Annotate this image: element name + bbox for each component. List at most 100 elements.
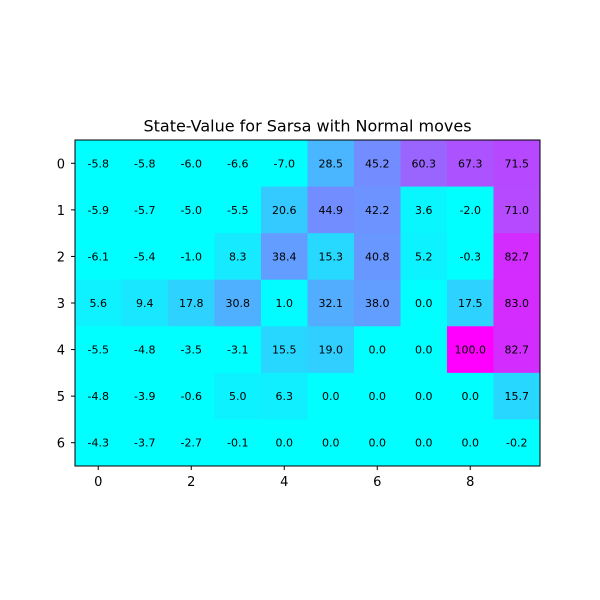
heatmap-cell (493, 233, 541, 281)
heatmap-cell (354, 419, 401, 467)
y-tick-label: 2 (57, 250, 65, 265)
heatmap-cell (75, 326, 122, 374)
cell-value-label: 15.5 (272, 344, 297, 357)
cell-value-label: 82.7 (505, 344, 530, 357)
y-tick-label: 5 (57, 390, 65, 405)
cell-value-label: -4.8 (134, 344, 155, 357)
x-tick-label: 6 (373, 475, 381, 490)
heatmap-cell (168, 372, 215, 420)
heatmap-cell (121, 419, 169, 467)
heatmap-cell (121, 186, 169, 234)
cell-value-label: 6.3 (276, 390, 294, 403)
cell-value-label: 3.6 (415, 204, 433, 217)
heatmap-cell (75, 186, 122, 234)
heatmap-cell (261, 326, 308, 374)
heatmap-cell (168, 140, 215, 188)
x-tick-label: 4 (280, 475, 288, 490)
cell-value-label: -3.1 (227, 344, 248, 357)
cell-value-label: 28.5 (319, 157, 344, 170)
heatmap-cell (214, 233, 262, 281)
cell-value-label: 60.3 (412, 157, 437, 170)
cell-value-label: 38.0 (365, 297, 390, 310)
cell-value-label: -5.7 (134, 204, 155, 217)
cell-value-label: 82.7 (505, 250, 530, 263)
cell-value-label: -7.0 (274, 157, 295, 170)
heatmap-cell (168, 279, 215, 327)
heatmap-cell (400, 419, 448, 467)
cell-value-label: -5.5 (88, 344, 109, 357)
cell-value-label: 15.3 (319, 250, 344, 263)
x-tick-label: 0 (94, 475, 102, 490)
cell-value-label: -4.8 (88, 390, 109, 403)
cell-value-label: 0.0 (369, 344, 387, 357)
heatmap-cell (307, 233, 355, 281)
cell-value-label: -0.6 (181, 390, 202, 403)
heatmap-cell (214, 419, 262, 467)
heatmap-cell (354, 326, 401, 374)
cell-value-label: 40.8 (365, 250, 390, 263)
heatmap-cell (121, 326, 169, 374)
cell-value-label: 38.4 (272, 250, 297, 263)
heatmap-cell (354, 279, 401, 327)
heatmap-cell (307, 186, 355, 234)
heatmap-cell (447, 186, 494, 234)
heatmap-cell (75, 140, 122, 188)
heatmap-cell (214, 372, 262, 420)
heatmap-cell (261, 279, 308, 327)
heatmap-cell (400, 326, 448, 374)
cell-value-label: -0.2 (506, 437, 527, 450)
cell-value-label: 30.8 (226, 297, 251, 310)
cell-value-label: -6.0 (181, 157, 202, 170)
heatmap-cell (121, 279, 169, 327)
heatmap-cell (493, 279, 541, 327)
heatmap-cell (400, 279, 448, 327)
heatmap-cell (447, 372, 494, 420)
heatmap-cell (307, 419, 355, 467)
heatmap-cell (400, 186, 448, 234)
heatmap-cell (354, 372, 401, 420)
cell-value-label: 32.1 (319, 297, 344, 310)
heatmap-cell (261, 233, 308, 281)
cell-value-label: 67.3 (458, 157, 483, 170)
heatmap-cell (400, 372, 448, 420)
heatmap-cell (447, 140, 494, 188)
cell-value-label: 20.6 (272, 204, 297, 217)
cell-value-label: 0.0 (415, 344, 433, 357)
cell-value-label: 9.4 (136, 297, 154, 310)
heatmap-cell (75, 233, 122, 281)
heatmap-cell (493, 419, 541, 467)
heatmap-cell (447, 419, 494, 467)
cell-value-label: 0.0 (369, 437, 387, 450)
cell-value-label: 0.0 (415, 390, 433, 403)
x-tick-label: 2 (187, 475, 195, 490)
cell-value-label: -5.4 (134, 250, 155, 263)
cell-value-label: -5.5 (227, 204, 248, 217)
heatmap-cell (307, 279, 355, 327)
cell-value-label: -0.1 (227, 437, 248, 450)
heatmap-cell (214, 326, 262, 374)
heatmap-cell (493, 372, 541, 420)
heatmap-cell (354, 140, 401, 188)
cell-value-label: -2.7 (181, 437, 202, 450)
y-tick-label: 4 (57, 344, 65, 359)
y-tick-label: 6 (57, 437, 65, 452)
cell-value-label: 71.0 (505, 204, 530, 217)
cell-value-label: -6.1 (88, 250, 109, 263)
heatmap-cell-labels: -5.8 -5.8 -6.0 -6.6 -7.0 28.5 45.2 60.3 67.3 71.5… (88, 157, 529, 449)
heatmap-cell (121, 140, 169, 188)
heatmap-cell (447, 326, 494, 374)
cell-value-label: 0.0 (462, 437, 480, 450)
heatmap-cell (75, 419, 122, 467)
x-tick-label: 8 (466, 475, 474, 490)
cell-value-label: 0.0 (322, 437, 340, 450)
cell-value-label: -4.3 (88, 437, 109, 450)
cell-value-label: -6.6 (227, 157, 248, 170)
cell-value-label: 17.8 (179, 297, 204, 310)
cell-value-label: 0.0 (322, 390, 340, 403)
cell-value-label: -5.8 (134, 157, 155, 170)
cell-value-label: 0.0 (415, 437, 433, 450)
cell-value-label: 5.6 (90, 297, 108, 310)
cell-value-label: 8.3 (229, 250, 247, 263)
heatmap-cell (447, 233, 494, 281)
heatmap-cell (307, 372, 355, 420)
